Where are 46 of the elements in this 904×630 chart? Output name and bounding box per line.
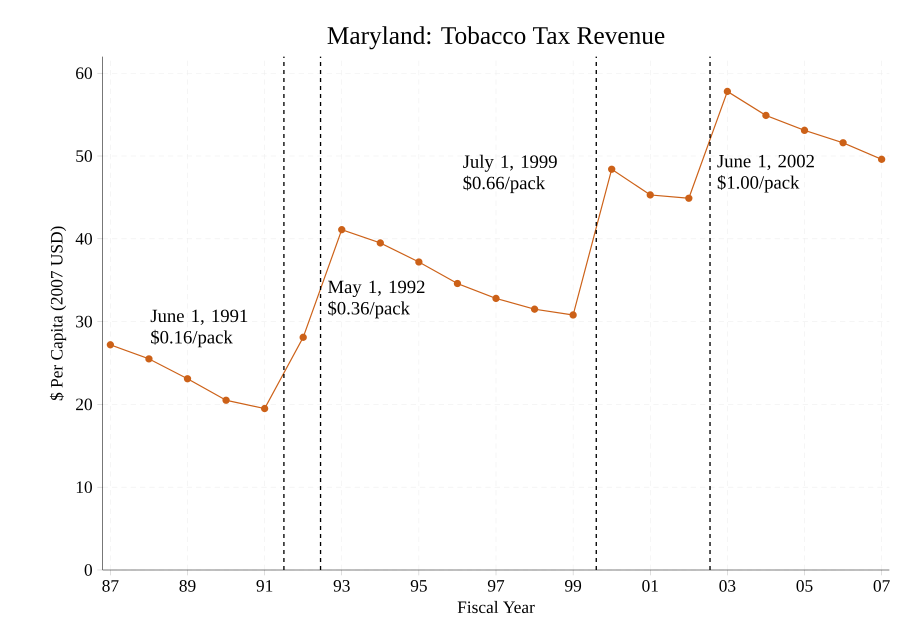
y-tick-label: 20 <box>76 398 92 410</box>
ref-line-label: June 1, 2002 $1.00/pack <box>717 154 814 193</box>
point <box>530 306 538 313</box>
point <box>338 226 346 234</box>
point <box>415 258 423 266</box>
x-tick-label: 89 <box>180 580 196 592</box>
point <box>145 355 153 363</box>
point <box>685 194 692 202</box>
x-tick-label: 87 <box>102 580 119 592</box>
y-tick-label: 0 <box>84 564 92 576</box>
x-tick-label: 97 <box>488 580 504 592</box>
x-axis-title: Fiscal Year <box>458 600 535 614</box>
x-tick-label: 01 <box>642 580 658 592</box>
point <box>762 112 770 120</box>
ref-line-label: July 1, 1999 $0.66/pack <box>463 154 557 194</box>
x-tick-label: 91 <box>256 580 272 592</box>
x-tick-label: 95 <box>410 580 427 592</box>
point <box>222 396 230 404</box>
y-axis-title: $ Per Capita (2007 USD) <box>50 226 66 400</box>
y-tick-label: 30 <box>76 316 92 328</box>
point <box>376 239 384 247</box>
point <box>724 88 732 96</box>
x-tick-label: 07 <box>874 580 890 592</box>
x-tick-label: 93 <box>334 580 350 592</box>
x-tick-label: 05 <box>796 580 812 592</box>
point <box>839 139 847 146</box>
y-tick-label: 50 <box>76 150 92 162</box>
point <box>454 280 462 288</box>
x-tick-label: 03 <box>719 580 736 592</box>
y-tick-label: 60 <box>76 67 92 80</box>
y-tick-label: 40 <box>76 232 92 245</box>
point <box>260 404 268 412</box>
chart-title: Maryland: Tobacco Tax Revenue <box>328 26 664 50</box>
y-tick-label: 10 <box>76 481 92 494</box>
point <box>878 156 886 163</box>
point <box>106 341 114 348</box>
point <box>646 191 654 199</box>
point <box>184 375 192 382</box>
ref-line-label: June 1, 1991 $0.16/pack <box>150 310 248 348</box>
x-tick-label: 99 <box>565 580 582 592</box>
point <box>300 334 307 341</box>
ref-line-label: May 1, 1992 $0.36/pack <box>328 280 424 318</box>
point <box>492 294 500 302</box>
point <box>608 166 616 173</box>
point <box>800 126 808 134</box>
point <box>569 311 577 319</box>
